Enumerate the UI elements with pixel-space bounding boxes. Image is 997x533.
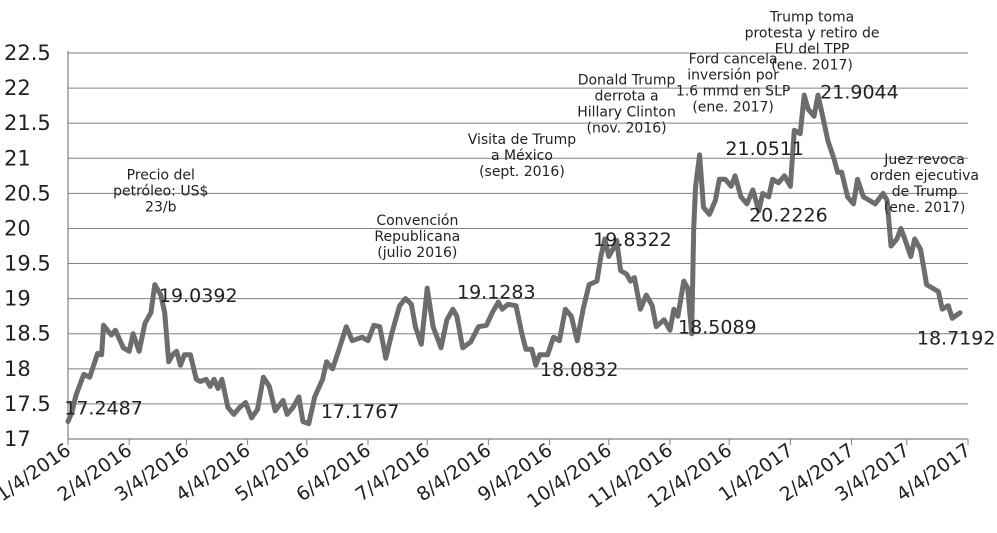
annotation-line: Precio del	[127, 167, 195, 183]
data-label: 20.2226	[749, 204, 828, 226]
event-annotations: Precio del petróleo: US$ 23/b Convención Rep…	[113, 9, 979, 261]
annotation-line: Hillary Clinton	[577, 105, 676, 121]
y-tick-label: 22	[4, 76, 31, 100]
data-label: 17.1767	[321, 401, 400, 423]
annotation-line: Juez revoca	[883, 152, 965, 168]
data-label: 19.8322	[593, 229, 672, 251]
data-label: 17.2487	[64, 397, 143, 419]
annotation-line: 1.6 mmd en SLP	[676, 84, 790, 100]
annotation-line: 23/b	[145, 199, 177, 215]
axes	[67, 51, 969, 445]
y-axis-tick-labels: 17 17.5 18 18.5 19 19.5 20 20.5 21 21.5 22 22.5	[4, 41, 51, 451]
value-labels: 17.2487 19.0392 17.1767 19.1283 18.0832 19.83…	[64, 82, 995, 423]
annotation: Convención Republicana (julio 2016)	[374, 213, 460, 261]
data-label: 18.5089	[678, 317, 757, 339]
data-label: 19.0392	[159, 285, 238, 307]
annotation-line: Visita de Trump	[468, 132, 577, 148]
gridlines	[68, 52, 968, 405]
y-tick-label: 17.5	[4, 392, 51, 416]
series	[65, 92, 963, 427]
annotation-line: EU del TPP	[775, 41, 850, 57]
annotation-line: (julio 2016)	[377, 245, 457, 261]
annotation: Trump toma protesta y retiro de EU del TPP…	[745, 9, 880, 73]
annotation-line: (ene. 2017)	[884, 200, 966, 216]
y-tick-label: 21	[4, 146, 31, 170]
y-tick-label: 21.5	[4, 111, 51, 135]
annotation-line: a México	[491, 148, 553, 164]
annotation-line: Convención	[376, 213, 458, 229]
annotation-line: Donald Trump	[578, 73, 676, 89]
x-axis-tick-labels: 1/4/20162/4/20163/4/20164/4/20165/4/2016…	[0, 439, 975, 513]
data-label: 19.1283	[457, 282, 536, 304]
y-tick-label: 20	[4, 216, 31, 240]
annotation: Juez revoca orden ejecutiva de Trump (ene. …	[870, 152, 979, 216]
data-label: 18.0832	[540, 359, 619, 381]
annotation-line: orden ejecutiva	[870, 168, 979, 184]
annotation-line: protesta y retiro de	[745, 25, 880, 41]
annotation: Visita de Trump a México (sept. 2016)	[468, 132, 577, 180]
annotation-line: Ford cancela	[689, 52, 778, 68]
annotation-line: (nov. 2016)	[587, 121, 667, 137]
annotation-line: (ene. 2017)	[692, 100, 774, 116]
y-tick-label: 18	[4, 357, 31, 381]
annotation-line: de Trump	[892, 184, 958, 200]
annotation: Ford cancela inversión por 1.6 mmd en SLP(…	[676, 52, 790, 116]
annotation-line: derrota a	[594, 89, 658, 105]
y-tick-label: 19.5	[4, 252, 51, 276]
annotation: Precio del petróleo: US$ 23/b	[113, 167, 208, 215]
annotation: Donald Trump derrota a Hillary Clinton (nov…	[577, 73, 676, 137]
series-line	[65, 92, 963, 427]
data-label: 21.9044	[820, 82, 899, 104]
data-label: 21.0511	[725, 138, 804, 160]
annotation-line: inversión por	[687, 68, 779, 84]
y-tick-label: 20.5	[4, 181, 51, 205]
y-tick-label: 17	[4, 427, 31, 451]
annotation-line: Republicana	[374, 229, 460, 245]
annotation-line: (ene. 2017)	[771, 57, 853, 73]
y-tick-label: 19	[4, 287, 31, 311]
annotation-line: Trump toma	[769, 9, 854, 25]
y-tick-label: 18.5	[4, 322, 51, 346]
annotation-line: petróleo: US$	[113, 183, 208, 199]
annotation-line: (sept. 2016)	[479, 164, 565, 180]
data-label: 18.7192	[917, 327, 996, 349]
y-tick-label: 22.5	[4, 41, 51, 65]
